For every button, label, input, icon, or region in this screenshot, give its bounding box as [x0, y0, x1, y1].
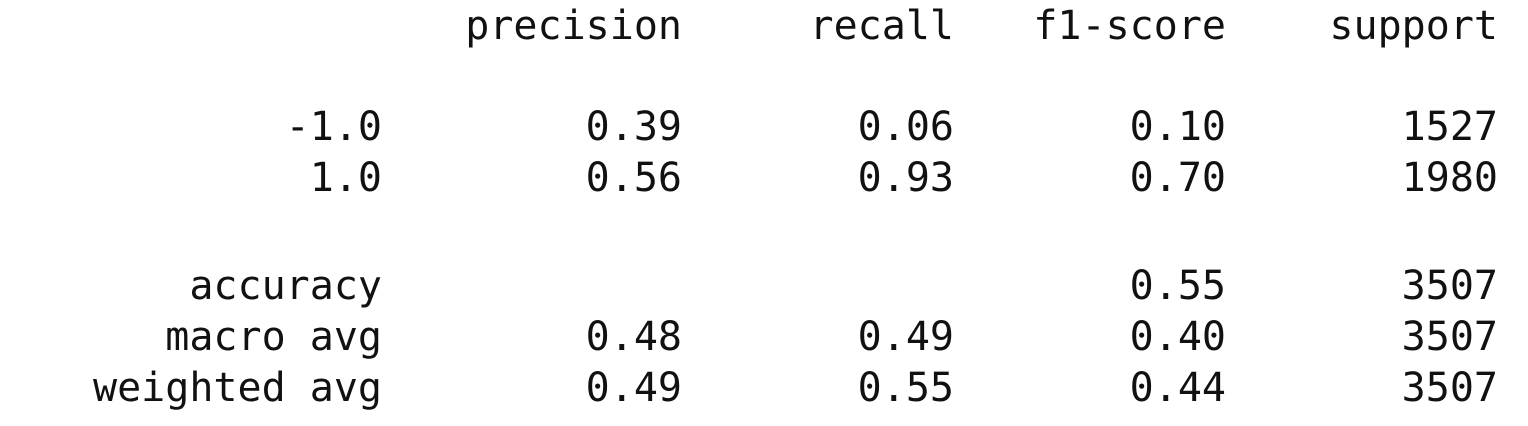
- header-f1-score: f1-score: [1033, 3, 1226, 49]
- report-row-weighted-avg: weighted avg 0.49 0.55 0.44 3507: [0, 364, 1528, 412]
- report-row-class-pos1: 1.0 0.56 0.93 0.70 1980: [0, 154, 1528, 202]
- header-precision: precision: [465, 3, 682, 49]
- row-precision: 0.56: [585, 155, 682, 201]
- row-f1-score: 0.70: [1129, 155, 1226, 201]
- row-label: 1.0: [309, 155, 382, 201]
- row-precision: 0.48: [585, 314, 682, 360]
- report-row-class-neg1: -1.0 0.39 0.06 0.10 1527: [0, 103, 1528, 151]
- row-support: 3507: [1401, 314, 1498, 360]
- row-f1-score: 0.44: [1129, 365, 1226, 411]
- report-row-accuracy: accuracy 0.55 3507: [0, 262, 1528, 310]
- row-support: 1980: [1401, 155, 1498, 201]
- header-recall: recall: [809, 3, 955, 49]
- row-label: weighted avg: [93, 365, 382, 411]
- row-recall: 0.06: [857, 104, 954, 150]
- row-label: macro avg: [165, 314, 382, 360]
- row-precision: 0.49: [585, 365, 682, 411]
- row-label: accuracy: [189, 263, 382, 309]
- row-support: 1527: [1401, 104, 1498, 150]
- row-f1-score: 0.40: [1129, 314, 1226, 360]
- header-support: support: [1329, 3, 1498, 49]
- report-header-row: precision recall f1-score support: [0, 2, 1528, 50]
- row-recall: 0.93: [857, 155, 954, 201]
- report-row-macro-avg: macro avg 0.48 0.49 0.40 3507: [0, 313, 1528, 361]
- row-f1-score: 0.10: [1129, 104, 1226, 150]
- row-support: 3507: [1401, 263, 1498, 309]
- row-f1-score: 0.55: [1129, 263, 1226, 309]
- row-precision: 0.39: [585, 104, 682, 150]
- row-label: -1.0: [285, 104, 382, 150]
- row-recall: 0.55: [857, 365, 954, 411]
- row-support: 3507: [1401, 365, 1498, 411]
- row-recall: 0.49: [857, 314, 954, 360]
